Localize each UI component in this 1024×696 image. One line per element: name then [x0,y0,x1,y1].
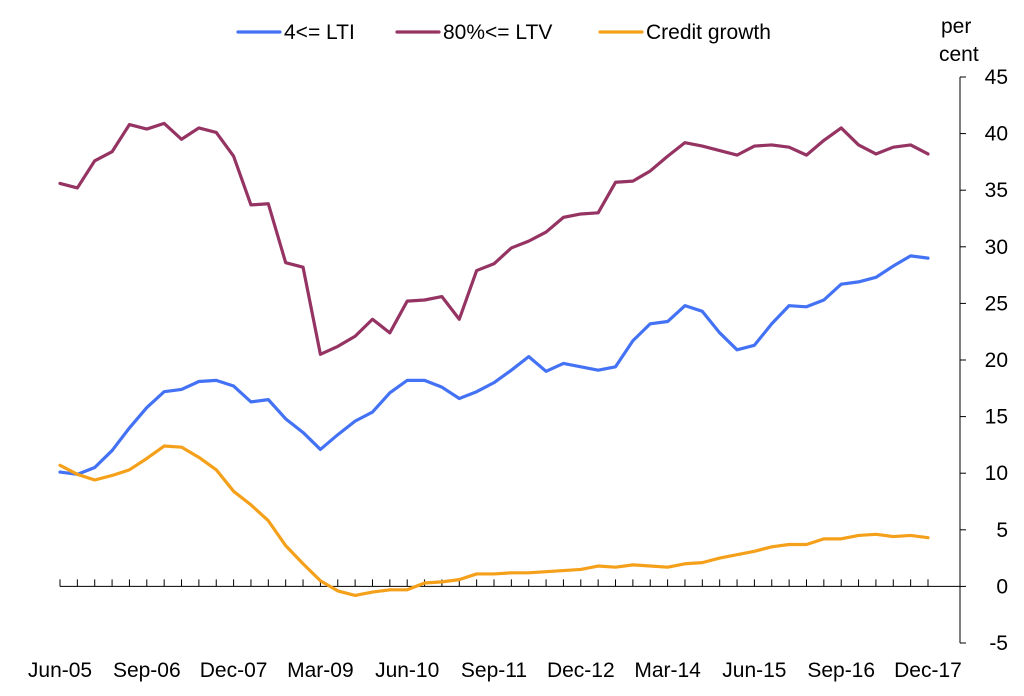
y-axis-unit-label: per cent [939,15,979,66]
y-tick-label: 15 [985,406,1008,429]
x-tick-label: Sep-11 [461,659,527,682]
y-tick-label: 45 [985,66,1008,89]
x-tick-label: Mar-09 [287,659,354,682]
y-tick-label: 5 [996,519,1008,542]
y-tick-label: 20 [985,349,1008,372]
series-lines [58,121,930,598]
legend-label-3: Credit growth [646,21,771,44]
series-line-2 [58,121,930,356]
y-unit-line-2: cent [939,43,979,66]
y-unit-line-1: per [941,15,971,38]
y-tick-label: 40 [985,123,1008,146]
x-tick-label: Dec-07 [200,659,268,682]
y-tick-label: 35 [985,179,1008,202]
x-tick-label: Mar-14 [634,659,701,682]
x-tick-label: Sep-16 [807,659,875,682]
y-tick-label: 0 [996,575,1008,598]
y-tick-label: 30 [985,236,1008,259]
series-line-3 [58,444,930,598]
y-tick-label: 10 [985,462,1008,485]
x-axis: Jun-05 Sep-06 Dec-07 Mar-09 Jun-10 Sep-11 Dec-… [28,579,962,682]
x-tick-label: Dec-12 [547,659,615,682]
x-tick-label: Jun-10 [375,659,439,682]
x-tick-label: Dec-17 [894,659,962,682]
series-line-1 [58,254,930,476]
legend-label-2: 80%<= LTV [443,21,552,44]
x-tick-label: Jun-15 [722,659,786,682]
legend: 4<= LTI 80%<= LTV Credit growth [236,21,771,44]
y-axis: -5 0 5 10 15 20 25 30 35 40 45 [959,66,1008,655]
legend-label-1: 4<= LTI [284,21,355,44]
y-tick-label: -5 [989,632,1008,655]
x-tick-label: Jun-05 [28,659,92,682]
x-tick-label: Sep-06 [113,659,181,682]
y-tick-label: 25 [985,292,1008,315]
